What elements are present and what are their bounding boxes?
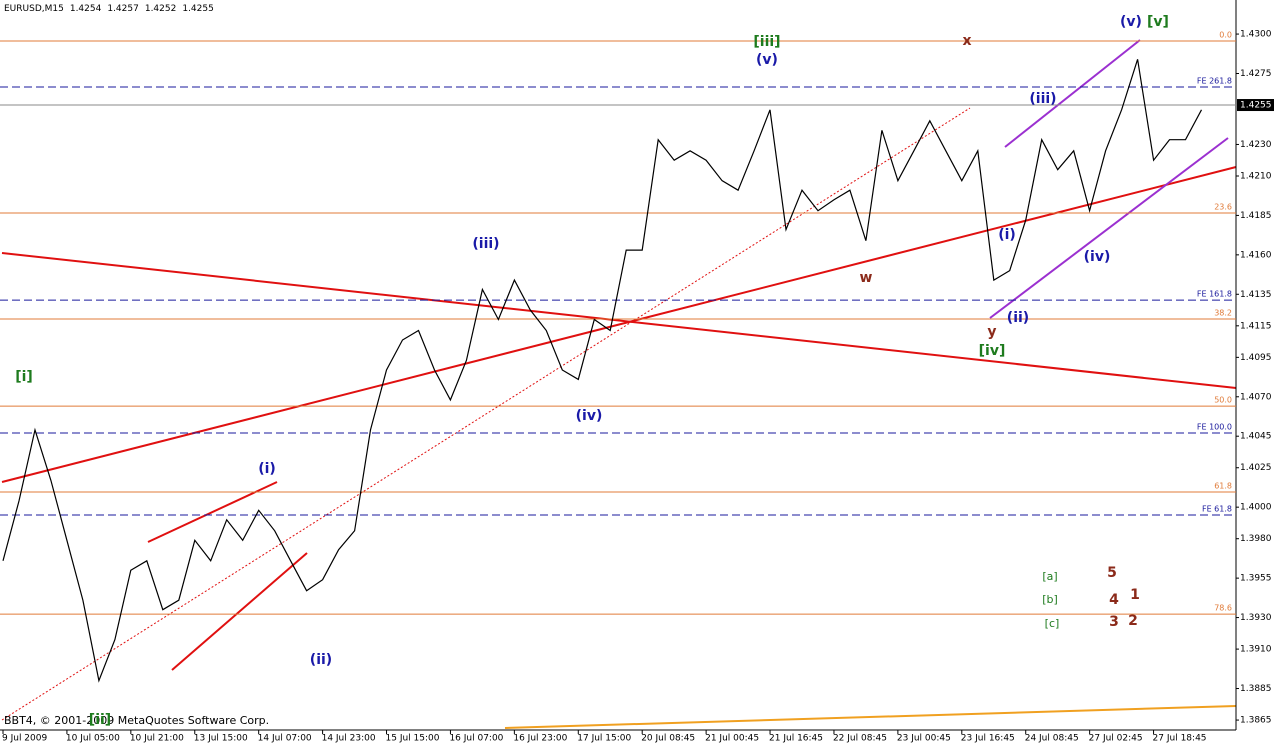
- level-label: 23.6: [1214, 203, 1232, 212]
- wave-label: (iv): [1084, 249, 1111, 265]
- wave-label: y: [987, 324, 996, 340]
- level-label: FE 61.8: [1202, 505, 1232, 514]
- x-tick-label: 10 Jul 21:00: [130, 734, 184, 744]
- wave-label: x: [962, 33, 971, 49]
- y-tick-label: 1.4135: [1240, 290, 1272, 300]
- wave-label: (iii): [1029, 91, 1056, 107]
- wave-label: 3: [1109, 614, 1119, 630]
- wave-label: (ii): [1007, 310, 1029, 326]
- level-label: 50.0: [1214, 396, 1232, 405]
- y-tick-label: 1.3910: [1240, 645, 1272, 655]
- channel-line: [989, 137, 1229, 319]
- trend-line: [1, 107, 971, 721]
- y-tick-label: 1.3885: [1240, 684, 1272, 694]
- channel-line: [1004, 39, 1141, 148]
- y-tick-label: 1.4025: [1240, 463, 1272, 473]
- y-tick-label: 1.4095: [1240, 353, 1272, 363]
- x-tick-label: 16 Jul 07:00: [449, 734, 503, 744]
- y-tick-label: 1.4160: [1240, 250, 1272, 260]
- wave-label: 4: [1109, 592, 1119, 608]
- x-tick-label: 13 Jul 15:00: [194, 734, 248, 744]
- wave-label: 5: [1107, 565, 1117, 581]
- y-tick-label: 1.4000: [1240, 503, 1272, 513]
- wave-label: [iii]: [753, 34, 780, 50]
- wave-label: [ii]: [89, 712, 111, 728]
- ohlc-value: 1.4252: [145, 4, 177, 14]
- y-tick-label: 1.4230: [1240, 140, 1272, 150]
- ohlc-value: 1.4257: [107, 4, 139, 14]
- x-tick-label: 17 Jul 15:00: [577, 734, 631, 744]
- trend-line: [1, 252, 1237, 389]
- level-label: 78.6: [1214, 604, 1232, 613]
- x-tick-label: 23 Jul 00:45: [897, 734, 951, 744]
- wave-label: w: [860, 270, 873, 286]
- trend-line: [504, 705, 1237, 729]
- wave-label: 1: [1130, 587, 1140, 603]
- level-label: 61.8: [1214, 482, 1232, 491]
- wave-label: [b]: [1042, 593, 1058, 606]
- y-tick-label: 1.4185: [1240, 211, 1272, 221]
- ohlc-value: 1.4254: [70, 4, 102, 14]
- x-tick-label: 20 Jul 08:45: [641, 734, 695, 744]
- wave-label: [i]: [15, 369, 33, 385]
- wave-label: (iv): [576, 408, 603, 424]
- x-tick-label: 15 Jul 15:00: [386, 734, 440, 744]
- wave-label: (v): [756, 52, 778, 68]
- wave-label: [c]: [1045, 617, 1060, 630]
- price-line: [2, 59, 1203, 683]
- level-label: 0.0: [1219, 31, 1232, 40]
- footer: BBT4, © 2001-2009 MetaQuotes Software Co…: [4, 714, 269, 727]
- wave-label: [v]: [1147, 14, 1169, 30]
- x-tick-label: 16 Jul 23:00: [513, 734, 567, 744]
- x-tick-label: 22 Jul 08:45: [833, 734, 887, 744]
- y-tick-label: 1.4115: [1240, 321, 1272, 331]
- level-label: 38.2: [1214, 309, 1232, 318]
- y-tick-label: 1.4300: [1240, 30, 1272, 40]
- wave-label: (ii): [310, 652, 332, 668]
- wave-label: [iv]: [979, 343, 1006, 359]
- y-tick-label: 1.4275: [1240, 69, 1272, 79]
- y-tick-label: 1.3865: [1240, 716, 1272, 726]
- y-tick-label: 1.4070: [1240, 392, 1272, 402]
- current-price-box: [1237, 99, 1274, 112]
- wave-label: (iii): [472, 236, 499, 252]
- level-label: FE 261.8: [1197, 77, 1232, 86]
- header: EURUSD,M15 1.4254 1.4257 1.4252 1.4255: [4, 4, 214, 14]
- level-label: FE 161.8: [1197, 290, 1232, 299]
- y-tick-label: 1.3955: [1240, 574, 1272, 584]
- x-tick-label: 27 Jul 18:45: [1153, 734, 1207, 744]
- symbol: EURUSD,M15: [4, 4, 64, 14]
- x-tick-label: 14 Jul 23:00: [322, 734, 376, 744]
- wave-label: (i): [998, 227, 1016, 243]
- x-tick-label: 24 Jul 08:45: [1025, 734, 1079, 744]
- x-tick-label: 23 Jul 16:45: [961, 734, 1015, 744]
- level-label: FE 100.0: [1197, 423, 1232, 432]
- x-tick-label: 21 Jul 00:45: [705, 734, 759, 744]
- x-tick-label: 27 Jul 02:45: [1089, 734, 1143, 744]
- wave-label: (v): [1120, 14, 1142, 30]
- trend-line: [1, 166, 1237, 483]
- x-tick-label: 9 Jul 2009: [2, 734, 47, 744]
- wave-label: [a]: [1042, 570, 1057, 583]
- y-tick-label: 1.4045: [1240, 432, 1272, 442]
- y-tick-label: 1.3930: [1240, 613, 1272, 623]
- trend-lines: [1, 39, 1237, 729]
- x-tick-label: 21 Jul 16:45: [769, 734, 823, 744]
- y-tick-label: 1.3980: [1240, 534, 1272, 544]
- y-tick-label: 1.4210: [1240, 171, 1272, 181]
- current-price-label: 1.4255: [1240, 101, 1272, 111]
- wave-label: (i): [258, 461, 276, 477]
- wave-label: 2: [1128, 613, 1138, 629]
- ohlc-value: 1.4255: [182, 4, 214, 14]
- wedge-line: [171, 552, 308, 671]
- x-tick-label: 10 Jul 05:00: [66, 734, 120, 744]
- x-tick-label: 14 Jul 07:00: [258, 734, 312, 744]
